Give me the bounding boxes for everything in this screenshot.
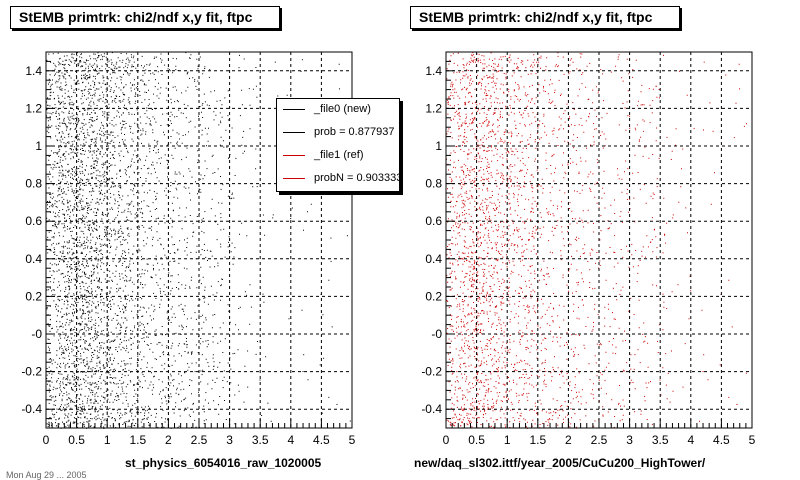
x-tick-label: 2 [165,433,172,447]
legend-label: _file1 (ref) [314,149,364,161]
x-tick-label: 2.5 [191,433,208,447]
x-tick-label: 3.5 [652,433,669,447]
legend-line [283,132,305,133]
legend-line [283,109,305,110]
y-tick-label: 0.4 [425,252,442,266]
left-scatter-plot: 0 0.5 1 1.5 2 2.5 3 3.5 4 4.5 5 -0.4 -0.2 -0 0.2 0.4 0.6… [21,51,356,447]
y-tick-label: -0 [431,327,442,341]
x-tick-label: 5 [349,433,356,447]
y-tick-label: -0.4 [421,402,442,416]
x-tick-label: 2 [565,433,572,447]
right-scatter-plot: 0 0.5 1 1.5 2 2.5 3 3.5 4 4.5 5 -0.4 -0.2 -0 0.2 0.4 0.6… [421,51,756,447]
y-tick-label: -0.4 [21,402,42,416]
x-tick-label: 1 [504,433,511,447]
legend-label: prob = 0.877937 [314,126,395,138]
x-tick-label: 4 [687,433,694,447]
left-x-axis-title: st_physics_6054016_raw_1020005 [125,456,322,470]
right-plot-title: StEMB primtrk: chi2/ndf x,y fit, ftpc [410,6,680,29]
x-tick-label: 1 [104,433,111,447]
x-tick-label: 1.5 [129,433,146,447]
x-tick-label: 0 [43,433,50,447]
legend: _file0 (new) prob = 0.877937 _file1 (ref… [276,98,400,192]
x-tick-label: 3 [626,433,633,447]
legend-entry-file0: _file0 (new) [277,100,399,120]
y-tick-label: -0 [31,327,42,341]
y-tick-label: 0.8 [425,177,442,191]
y-tick-label: 1.4 [25,64,42,78]
y-tick-label: -0.2 [21,365,42,379]
y-tick-label: 1 [435,139,442,153]
right-plot-pad: 0 0.5 1 1.5 2 2.5 3 3.5 4 4.5 5 -0.4 -0.2 -0 0.2 0.4 0.6… [400,0,800,480]
x-tick-label: 0.5 [468,433,485,447]
legend-entry-probN: probN = 0.903333 [277,169,400,189]
legend-entry-prob: prob = 0.877937 [277,123,399,143]
y-tick-label: 1.4 [425,64,442,78]
x-tick-label: 1.5 [529,433,546,447]
y-tick-label: 0.2 [25,289,42,303]
x-tick-label: 4.5 [713,433,730,447]
legend-label: _file0 (new) [314,103,371,115]
legend-label: probN = 0.903333 [314,172,400,184]
right-x-axis-title: new/daq_sl302.ittf/year_2005/CuCu200_Hig… [414,456,706,470]
legend-line [283,155,305,156]
left-plot-title: StEMB primtrk: chi2/ndf x,y fit, ftpc [10,6,280,29]
timestamp: Mon Aug 29 ... 2005 [6,470,87,480]
y-tick-label: 1.2 [25,101,42,115]
y-tick-label: 1.2 [425,101,442,115]
y-tick-label: 0.8 [25,177,42,191]
x-tick-label: 5 [749,433,756,447]
grid [445,52,753,428]
y-tick-label: 0.4 [25,252,42,266]
y-tick-label: 0.6 [425,214,442,228]
x-tick-label: 0.5 [68,433,85,447]
legend-entry-file1: _file1 (ref) [277,146,399,166]
legend-line [283,178,305,179]
x-tick-label: 3 [226,433,233,447]
left-plot-pad: 0 0.5 1 1.5 2 2.5 3 3.5 4 4.5 5 -0.4 -0.2 -0 0.2 0.4 0.6… [10,6,400,470]
x-tick-label: 0 [443,433,450,447]
x-tick-label: 3.5 [252,433,269,447]
x-tick-label: 4 [287,433,294,447]
x-tick-label: 2.5 [591,433,608,447]
y-tick-label: -0.2 [421,365,442,379]
x-tick-label: 4.5 [313,433,330,447]
y-tick-label: 0.2 [425,289,442,303]
y-tick-label: 0.6 [25,214,42,228]
y-tick-label: 1 [35,139,42,153]
